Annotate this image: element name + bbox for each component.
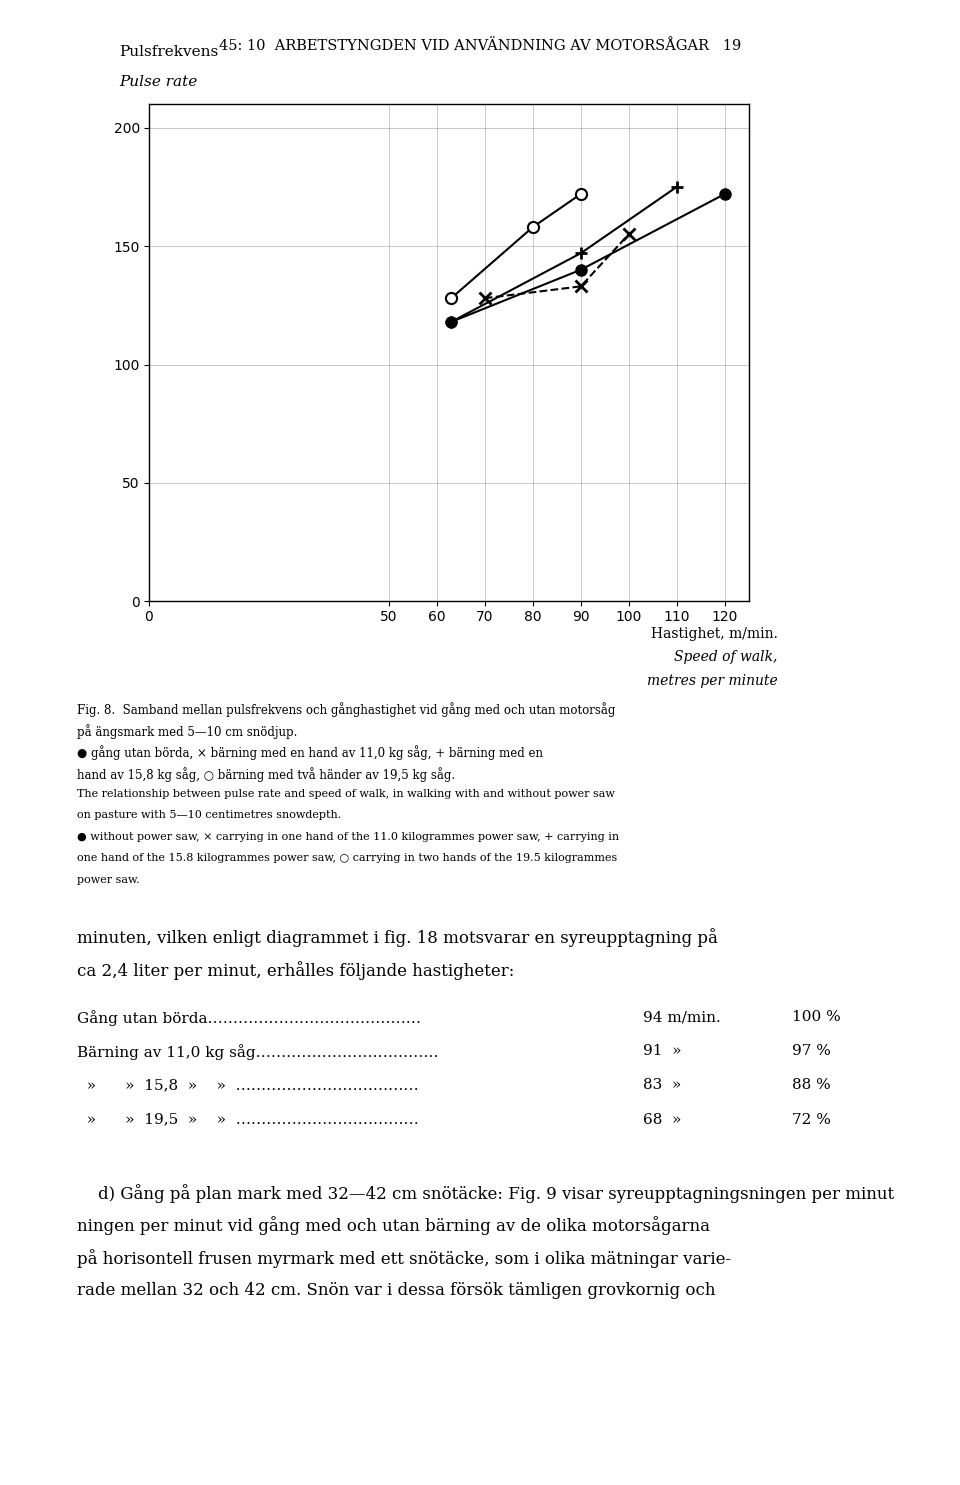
Text: The relationship between pulse rate and speed of walk, in walking with and witho: The relationship between pulse rate and …	[77, 789, 614, 799]
Text: power saw.: power saw.	[77, 875, 139, 885]
Text: »      »  15,8  »    »  ………………………………: » » 15,8 » » ………………………………	[77, 1078, 419, 1093]
Text: one hand of the 15.8 kilogrammes power saw, ○ carrying in two hands of the 19.5 : one hand of the 15.8 kilogrammes power s…	[77, 852, 617, 863]
Text: Hastighet, m/min.: Hastighet, m/min.	[651, 627, 778, 640]
Text: 94 m/min.: 94 m/min.	[643, 1010, 721, 1025]
Text: on pasture with 5—10 centimetres snowdepth.: on pasture with 5—10 centimetres snowdep…	[77, 811, 341, 820]
Text: Gång utan börda……………………………………: Gång utan börda……………………………………	[77, 1010, 420, 1026]
Text: 83  »: 83 »	[643, 1078, 682, 1093]
Text: Fig. 8.  Samband mellan pulsfrekvens och gånghastighet vid gång med och utan mot: Fig. 8. Samband mellan pulsfrekvens och …	[77, 702, 615, 717]
Text: ca 2,4 liter per minut, erhålles följande hastigheter:: ca 2,4 liter per minut, erhålles följand…	[77, 961, 515, 980]
Text: 100 %: 100 %	[792, 1010, 841, 1025]
Text: ● gång utan börda, × bärning med en hand av 11,0 kg såg, + bärning med en: ● gång utan börda, × bärning med en hand…	[77, 745, 542, 760]
Text: 68  »: 68 »	[643, 1112, 682, 1127]
Text: rade mellan 32 och 42 cm. Snön var i dessa försök tämligen grovkornig och: rade mellan 32 och 42 cm. Snön var i des…	[77, 1282, 715, 1299]
Text: metres per minute: metres per minute	[647, 674, 778, 688]
Text: 88 %: 88 %	[792, 1078, 830, 1093]
Text: Speed of walk,: Speed of walk,	[674, 650, 778, 664]
Text: 91  »: 91 »	[643, 1044, 682, 1059]
Text: ● without power saw, × carrying in one hand of the 11.0 kilogrammes power saw, +: ● without power saw, × carrying in one h…	[77, 832, 619, 842]
Text: Bärning av 11,0 kg såg………………………………: Bärning av 11,0 kg såg………………………………	[77, 1044, 439, 1060]
Text: »      »  19,5  »    »  ………………………………: » » 19,5 » » ………………………………	[77, 1112, 419, 1127]
Text: 45: 10  ARBETSTYNGDEN VID ANVÄNDNING AV MOTORSÅGAR   19: 45: 10 ARBETSTYNGDEN VID ANVÄNDNING AV M…	[219, 39, 741, 52]
Text: minuten, vilken enligt diagrammet i fig. 18 motsvarar en syreupptagning på: minuten, vilken enligt diagrammet i fig.…	[77, 928, 718, 947]
Text: d) Gång på plan mark med 32—42 cm snötäcke: Fig. 9 visar syreupptagningsningen p: d) Gång på plan mark med 32—42 cm snötäc…	[77, 1184, 894, 1203]
Text: på ängsmark med 5—10 cm snödjup.: på ängsmark med 5—10 cm snödjup.	[77, 723, 298, 740]
Text: hand av 15,8 kg såg, ○ bärning med två händer av 19,5 kg såg.: hand av 15,8 kg såg, ○ bärning med två h…	[77, 766, 455, 783]
Text: 97 %: 97 %	[792, 1044, 830, 1059]
Text: ningen per minut vid gång med och utan bärning av de olika motorsågarna: ningen per minut vid gång med och utan b…	[77, 1216, 709, 1236]
Text: 72 %: 72 %	[792, 1112, 830, 1127]
Text: Pulsfrekvens: Pulsfrekvens	[119, 45, 218, 59]
Text: Pulse rate: Pulse rate	[119, 76, 197, 89]
Text: på horisontell frusen myrmark med ett snötäcke, som i olika mätningar varie-: på horisontell frusen myrmark med ett sn…	[77, 1249, 731, 1268]
